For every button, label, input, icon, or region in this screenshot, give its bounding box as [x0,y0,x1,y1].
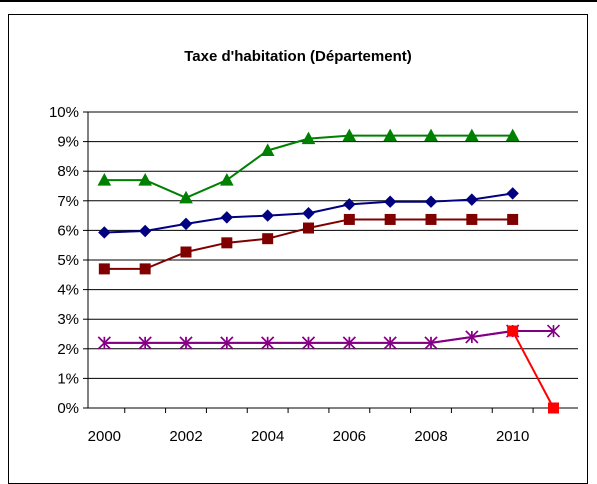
series-1-point-5 [302,207,315,220]
y-tick-label-4: 4% [57,282,79,299]
series-4-point-11 [546,324,561,338]
y-tick-label-0: 0% [57,400,79,417]
series-4-point-0 [97,336,111,350]
series-4-point-9 [465,330,479,344]
series-5-line [511,330,555,409]
series-1-point-9 [465,193,479,206]
x-tick-label-3: 2006 [333,428,366,445]
y-tick-label-3: 3% [57,311,79,328]
tick-labels: 0% 1% 2% 3% 4% 5% 6% 7% 8% 9% 10% 2000 2002 2004 2006 2… [49,104,529,445]
series-4-point-3 [220,336,234,350]
series-2-point-9 [466,213,478,225]
series-4-point-1 [138,336,152,350]
series-0-point-2 [179,190,193,204]
series-2-point-5 [303,222,314,234]
series-2-point-1 [139,263,151,275]
series-1-point-8 [424,195,438,208]
series-0-line [104,134,513,199]
x-tick-label-1: 2002 [169,428,202,445]
y-tick-label-6: 6% [57,222,79,239]
series-2-point-10 [507,213,519,225]
series-1-point-6 [343,198,356,211]
series-4-point-7 [383,336,397,350]
x-tick-label-0: 2000 [88,428,121,445]
series-0-point-10 [505,128,520,142]
series-2-point-3 [221,237,233,249]
chart-frame [8,14,588,484]
y-tick-label-1: 1% [57,370,79,387]
series-2-point-7 [384,213,396,225]
series-0-point-3 [219,173,234,186]
series-lines [104,134,555,409]
series-4-point-8 [424,336,438,350]
series-1-point-10 [506,187,519,200]
series-4-point-4 [261,336,275,350]
series-0-point-6 [342,128,357,142]
series-1-point-0 [98,226,111,239]
series-4-point-2 [179,336,193,350]
series-0-point-7 [383,128,398,142]
series-0-point-9 [464,128,479,142]
series-0-point-0 [97,173,112,186]
x-tick-label-5: 2010 [496,428,529,445]
series-1-point-4 [261,209,274,222]
gridlines [88,111,578,379]
line-chart: Taxe d'habitation (Département) 0% 1% 2% 3%… [49,48,578,445]
series-4-point-6 [342,336,356,350]
series-2-point-6 [343,213,355,225]
y-tick-label-10: 10% [49,104,79,121]
series-1-point-2 [179,217,193,231]
x-tick-label-2: 2004 [251,428,284,445]
y-tick-label-5: 5% [57,252,79,269]
y-tick-label-9: 9% [57,134,79,151]
series-5-point-1 [548,402,559,414]
series-0-point-4 [260,143,275,156]
series-1-point-1 [138,224,152,238]
series-2-point-2 [180,246,192,258]
axes [83,111,578,413]
series-0-point-8 [424,128,438,142]
series-2-point-4 [262,233,274,245]
series-markers [97,128,561,414]
series-4-point-5 [301,336,316,350]
series-1-point-7 [383,195,397,208]
chart-title: Taxe d'habitation (Département) [184,48,411,65]
series-2-point-0 [98,263,110,275]
series-5-point-0 [507,325,519,337]
series-1-point-3 [220,211,234,224]
y-tick-label-2: 2% [57,341,79,358]
series-0-point-1 [138,173,153,186]
x-tick-label-4: 2008 [414,428,447,445]
y-tick-label-7: 7% [57,193,79,210]
top-border-rule [0,0,597,2]
series-2-point-8 [425,213,437,225]
series-4-line [104,330,554,344]
y-tick-label-8: 8% [57,163,79,180]
series-0-point-5 [301,131,316,145]
